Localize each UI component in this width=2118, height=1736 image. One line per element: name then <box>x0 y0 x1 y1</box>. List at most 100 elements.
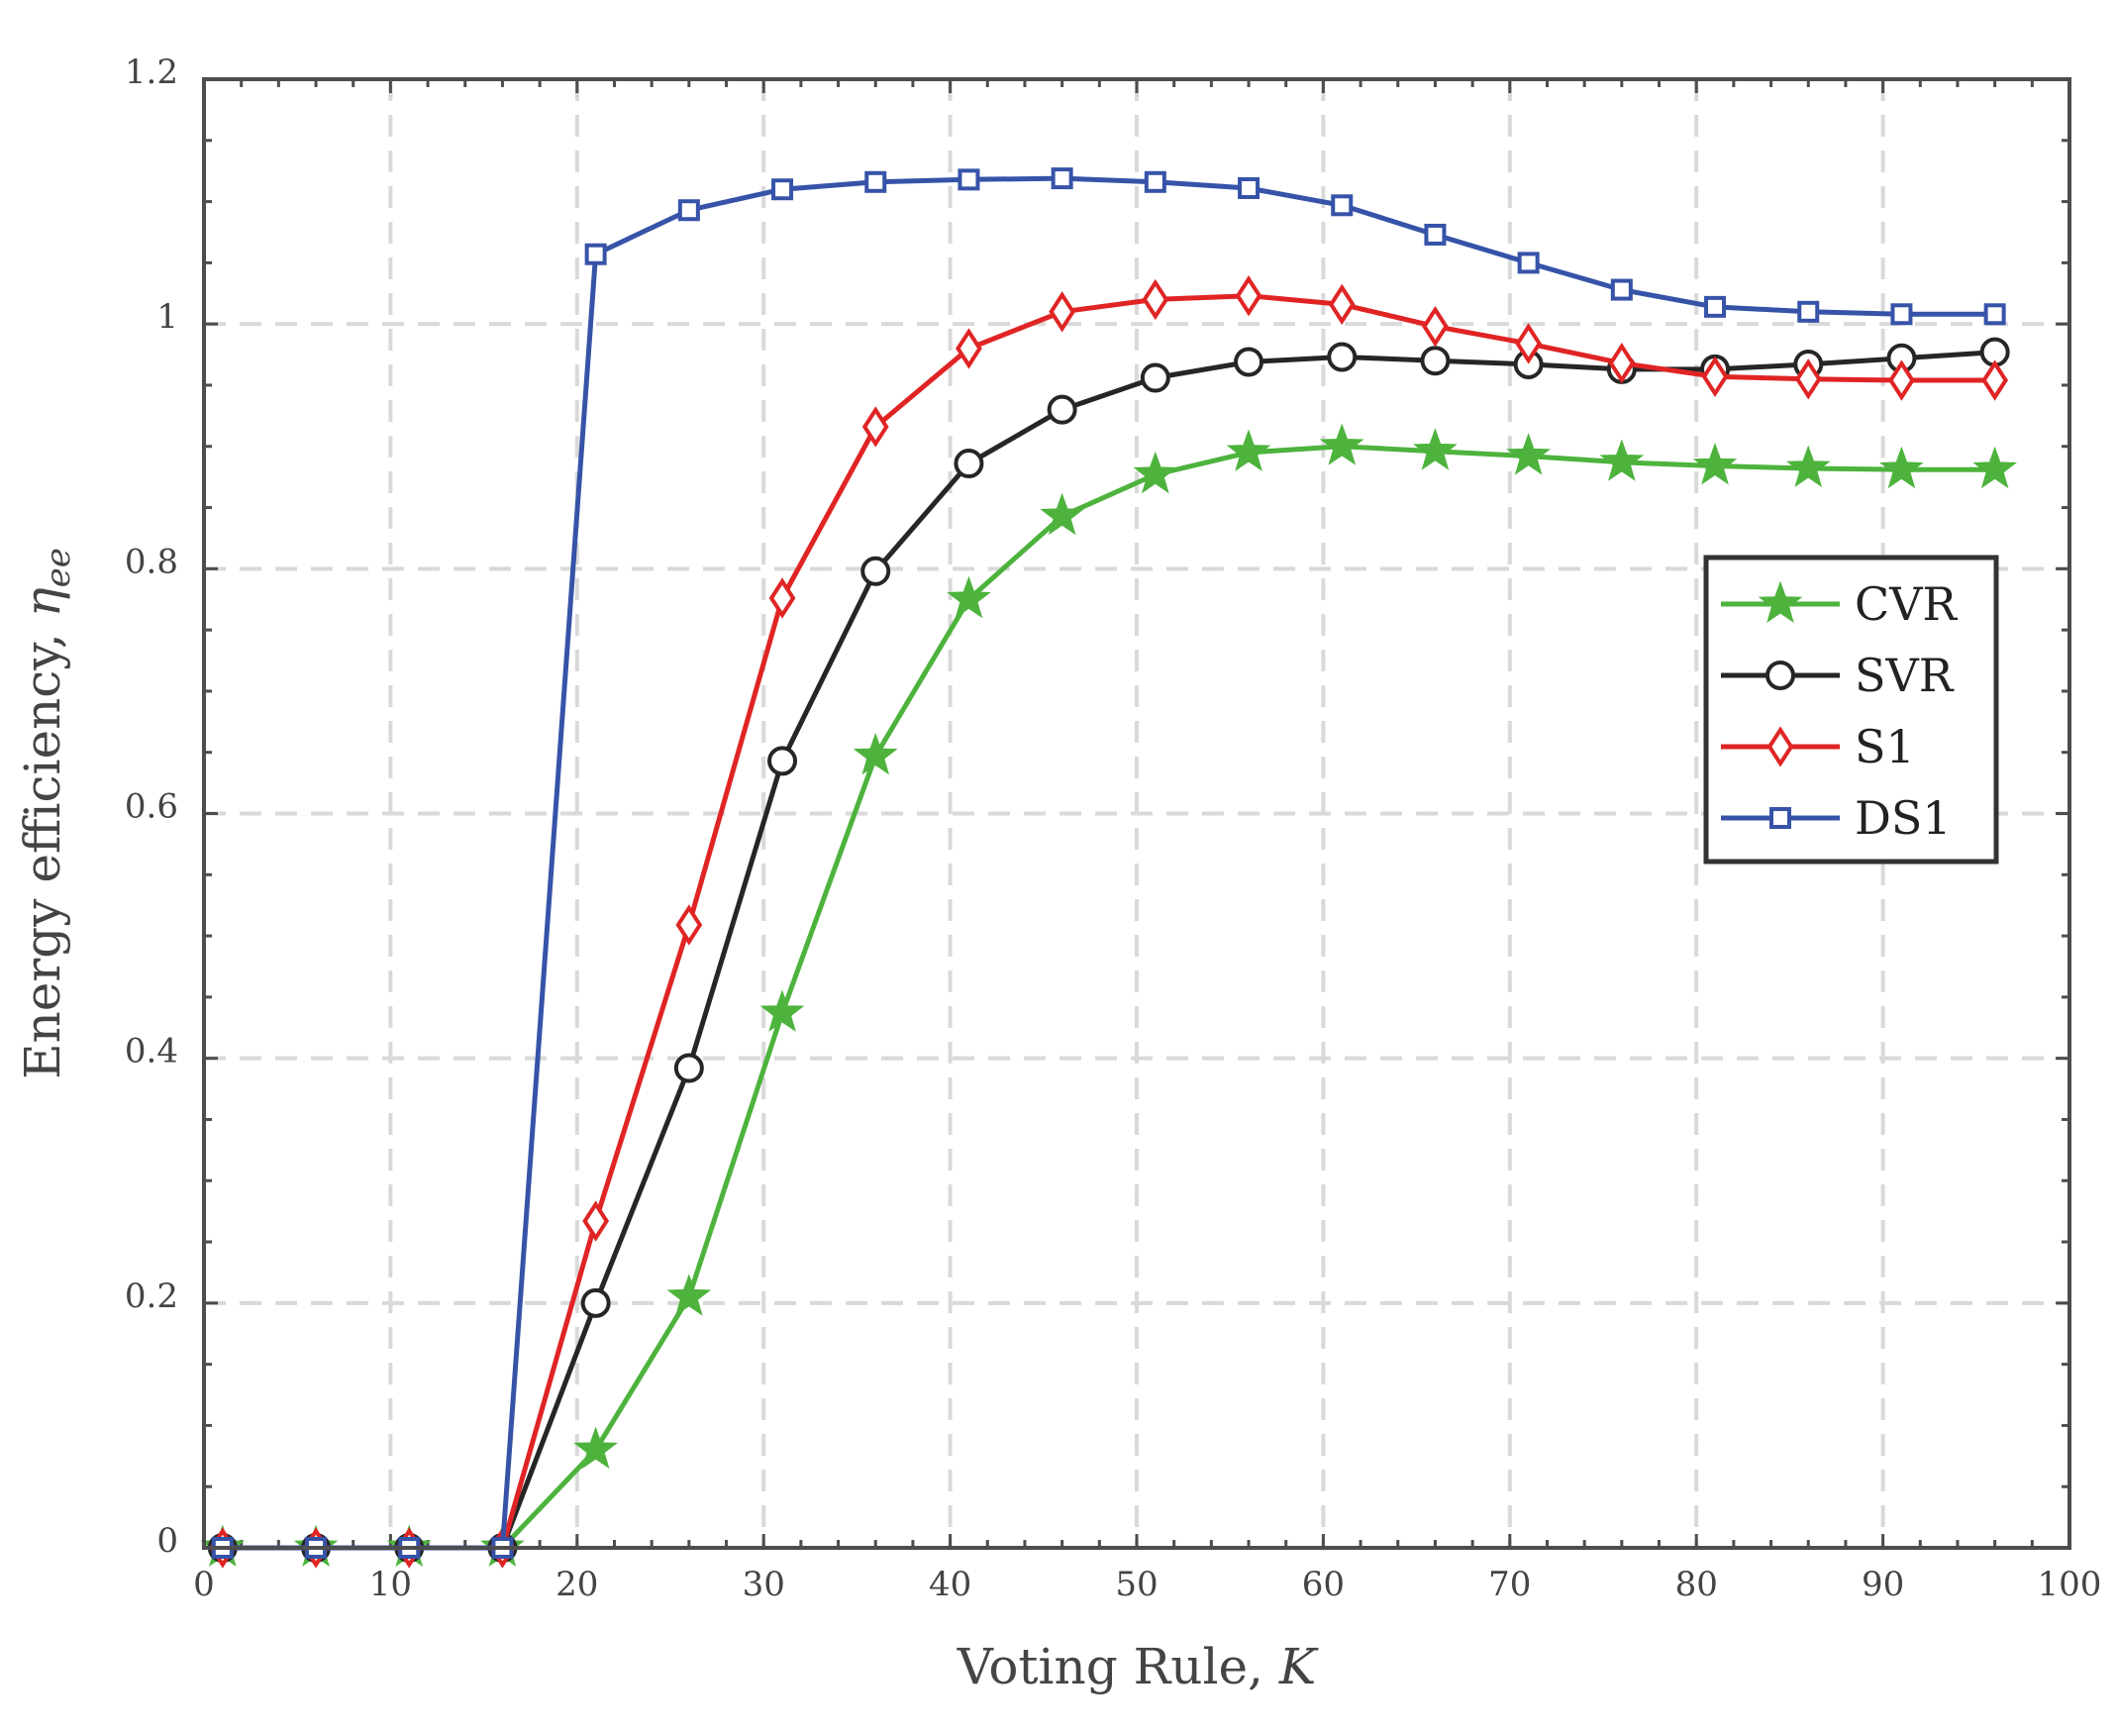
legend-item-s1: S1 <box>1721 720 1915 773</box>
data-point-s1 <box>1515 323 1543 364</box>
data-point-cvr <box>1133 451 1178 494</box>
data-point-ds1 <box>677 199 700 222</box>
legend-swatch-marker <box>1765 661 1795 690</box>
data-point-ds1 <box>1051 167 1073 190</box>
y-axis-label-variable: η <box>14 587 71 617</box>
series-line-svr <box>222 350 1995 1551</box>
data-point-ds1 <box>1517 252 1540 274</box>
plot-frame <box>202 77 2071 1550</box>
legend-swatch-marker <box>1769 807 1791 829</box>
x-tick-label: 0 <box>193 1565 215 1604</box>
x-tick-label: 40 <box>929 1565 971 1604</box>
y-tick-label: 1 <box>156 297 178 337</box>
data-point-cvr <box>1319 423 1364 465</box>
data-point-svr <box>860 556 891 586</box>
data-point-svr <box>1140 362 1170 393</box>
legend-label-ds1: DS1 <box>1855 791 1952 845</box>
data-point-s1 <box>582 1200 610 1242</box>
series-line-cvr <box>222 444 1995 1551</box>
x-tick-label: 100 <box>2038 1565 2102 1604</box>
data-point-s1 <box>1608 343 1636 384</box>
legend-label-svr: SVR <box>1855 649 1955 702</box>
data-point-cvr <box>759 989 805 1032</box>
data-point-ds1 <box>1144 170 1166 193</box>
y-tick-label: 0 <box>156 1521 178 1561</box>
series-group <box>200 167 2018 1569</box>
x-tick-label: 70 <box>1488 1565 1531 1604</box>
data-point-svr <box>1420 346 1451 376</box>
data-point-ds1 <box>584 243 607 265</box>
data-point-s1 <box>675 904 703 946</box>
series-line-ds1 <box>222 175 1995 1551</box>
legend-item-ds1: DS1 <box>1721 791 1952 845</box>
data-point-cvr <box>1879 446 1924 489</box>
legend-swatch-marker <box>1758 580 1803 623</box>
data-point-cvr <box>573 1426 619 1470</box>
data-point-s1 <box>768 577 796 619</box>
data-point-svr <box>1047 394 1077 425</box>
data-point-ds1 <box>1983 303 2006 326</box>
y-axis-label: Energy efficiency, ηee <box>14 548 78 1079</box>
data-point-svr <box>954 449 984 479</box>
data-point-ds1 <box>958 168 980 191</box>
data-point-svr <box>1234 347 1264 377</box>
data-point-cvr <box>1599 439 1645 481</box>
data-point-cvr <box>947 575 991 619</box>
data-point-s1 <box>1888 359 1915 401</box>
data-point-ds1 <box>771 178 794 201</box>
y-tick-label: 0.6 <box>125 787 178 827</box>
x-tick-label: 90 <box>1862 1565 1904 1604</box>
x-axis-label: Voting Rule, K <box>957 1638 1319 1695</box>
y-tick-label: 0.2 <box>125 1276 178 1316</box>
x-axis-label-variable: K <box>1278 1638 1319 1695</box>
data-point-s1 <box>1701 356 1729 397</box>
legend-item-cvr: CVR <box>1721 577 1958 631</box>
x-tick-label: 30 <box>743 1565 785 1604</box>
legend-swatch-marker <box>1766 726 1794 767</box>
y-tick-label: 0.4 <box>125 1032 178 1072</box>
data-point-s1 <box>1422 305 1449 348</box>
series-line-s1 <box>222 293 1995 1551</box>
x-tick-label: 80 <box>1675 1565 1718 1604</box>
data-point-cvr <box>666 1274 712 1316</box>
x-tick-label: 10 <box>369 1565 412 1604</box>
data-point-s1 <box>861 406 889 448</box>
y-tick-label: 0.8 <box>125 542 178 581</box>
data-point-s1 <box>1049 291 1076 333</box>
data-point-cvr <box>1972 446 2018 489</box>
y-tick-label: 1.2 <box>125 52 178 92</box>
data-point-s1 <box>1142 278 1169 321</box>
x-tick-label: 20 <box>555 1565 598 1604</box>
legend-box <box>1703 555 1999 865</box>
x-tick-label: 50 <box>1115 1565 1158 1604</box>
data-point-cvr <box>853 732 898 775</box>
series-cvr <box>200 423 2018 1568</box>
data-point-ds1 <box>1890 303 1913 326</box>
x-axis-label-main: Voting Rule, <box>957 1638 1279 1695</box>
data-point-ds1 <box>1331 194 1354 217</box>
data-point-s1 <box>956 328 982 369</box>
data-point-svr <box>580 1287 611 1318</box>
y-tick-labels: 0 0.2 0.4 0.6 0.8 1 1.2 <box>125 52 178 1561</box>
data-point-svr <box>767 746 798 776</box>
legend-label-s1: S1 <box>1855 720 1915 773</box>
data-point-cvr <box>1226 429 1271 471</box>
data-point-cvr <box>1692 443 1738 485</box>
data-point-ds1 <box>1797 300 1820 323</box>
data-point-svr <box>673 1053 704 1083</box>
data-point-ds1 <box>864 170 887 193</box>
data-point-s1 <box>1794 358 1822 400</box>
data-point-cvr <box>1506 433 1552 475</box>
data-point-s1 <box>1235 275 1262 317</box>
legend: CVR SVR S1 DS1 <box>1703 555 1999 865</box>
data-point-s1 <box>1981 359 2009 401</box>
y-axis-label-main: Energy efficiency, <box>14 617 71 1079</box>
data-point-ds1 <box>1704 295 1727 318</box>
data-point-cvr <box>1785 445 1831 488</box>
data-point-ds1 <box>1238 176 1261 199</box>
data-point-s1 <box>1328 283 1356 326</box>
y-axis-label-subscript: ee <box>39 548 78 587</box>
data-point-ds1 <box>1424 223 1447 246</box>
x-tick-labels: 0 10 20 30 40 50 60 70 80 90 100 <box>193 1565 2101 1604</box>
